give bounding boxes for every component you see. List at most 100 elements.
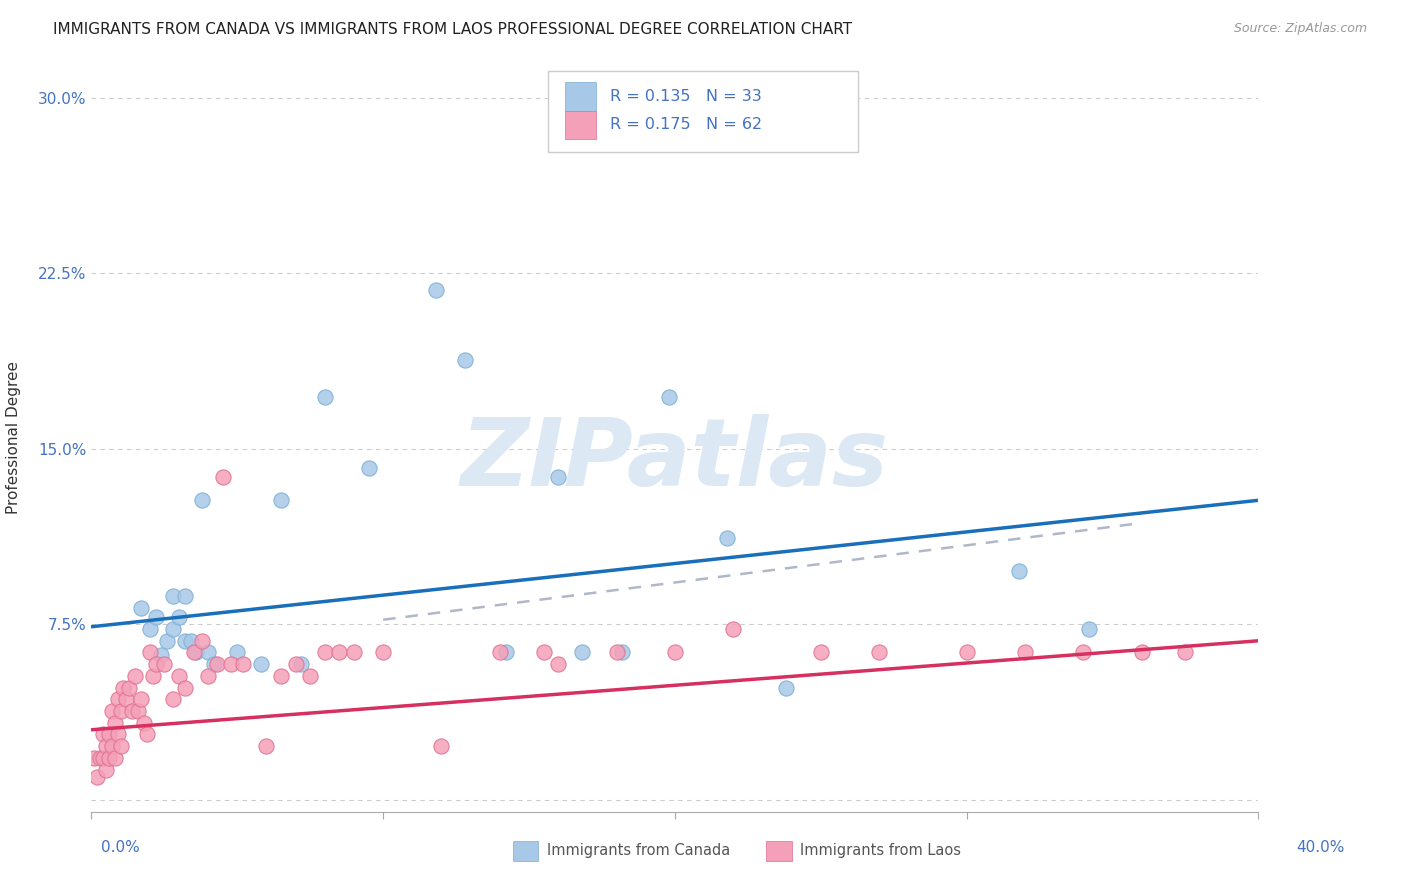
Text: ZIPatlas: ZIPatlas bbox=[461, 414, 889, 506]
Point bbox=[205, 657, 228, 672]
Point bbox=[107, 692, 129, 706]
Point bbox=[290, 657, 312, 672]
Point bbox=[547, 470, 569, 484]
Point bbox=[454, 352, 477, 367]
Point bbox=[124, 669, 146, 683]
Point bbox=[191, 633, 214, 648]
Point bbox=[94, 763, 117, 777]
Point bbox=[127, 704, 149, 718]
Point bbox=[226, 646, 249, 660]
Point bbox=[107, 727, 129, 741]
Point bbox=[547, 657, 569, 672]
Point bbox=[167, 669, 190, 683]
Point bbox=[173, 681, 195, 695]
Point bbox=[101, 739, 124, 753]
Text: R = 0.135   N = 33: R = 0.135 N = 33 bbox=[610, 89, 762, 103]
Point bbox=[810, 646, 832, 660]
Point bbox=[129, 692, 152, 706]
Point bbox=[138, 622, 162, 636]
Point bbox=[314, 390, 336, 404]
Point bbox=[94, 739, 117, 753]
Point bbox=[328, 646, 350, 660]
Point bbox=[1073, 646, 1095, 660]
Point bbox=[150, 648, 173, 662]
Point bbox=[89, 751, 111, 765]
Point bbox=[495, 646, 517, 660]
Point bbox=[183, 646, 205, 660]
Point bbox=[101, 704, 124, 718]
Point bbox=[299, 669, 322, 683]
Point bbox=[173, 633, 195, 648]
Point bbox=[145, 657, 167, 672]
Point bbox=[118, 681, 141, 695]
Point bbox=[110, 739, 132, 753]
Point bbox=[211, 470, 233, 484]
Point bbox=[97, 727, 120, 741]
Point bbox=[167, 610, 190, 624]
Point bbox=[723, 622, 745, 636]
Text: Immigrants from Canada: Immigrants from Canada bbox=[547, 844, 730, 858]
Point bbox=[1014, 646, 1036, 660]
Point bbox=[270, 493, 292, 508]
Point bbox=[956, 646, 979, 660]
Point bbox=[104, 715, 127, 730]
Text: 40.0%: 40.0% bbox=[1296, 840, 1344, 855]
Point bbox=[599, 119, 621, 133]
Point bbox=[425, 283, 447, 297]
Text: R = 0.175   N = 62: R = 0.175 N = 62 bbox=[610, 118, 762, 132]
Point bbox=[132, 715, 155, 730]
Point bbox=[104, 751, 127, 765]
Point bbox=[314, 646, 336, 660]
Point bbox=[115, 692, 138, 706]
Point bbox=[533, 646, 555, 660]
Text: IMMIGRANTS FROM CANADA VS IMMIGRANTS FROM LAOS PROFESSIONAL DEGREE CORRELATION C: IMMIGRANTS FROM CANADA VS IMMIGRANTS FRO… bbox=[53, 22, 852, 37]
Point bbox=[121, 704, 143, 718]
Point bbox=[716, 531, 738, 545]
Y-axis label: Professional Degree: Professional Degree bbox=[7, 360, 21, 514]
Point bbox=[191, 493, 214, 508]
Text: 0.0%: 0.0% bbox=[101, 840, 141, 855]
Point bbox=[571, 646, 593, 660]
Point bbox=[91, 727, 114, 741]
Point bbox=[612, 646, 634, 660]
Point bbox=[97, 751, 120, 765]
Point bbox=[162, 590, 184, 604]
Point bbox=[1130, 646, 1153, 660]
Point bbox=[202, 657, 225, 672]
Point bbox=[658, 390, 681, 404]
Point bbox=[775, 681, 797, 695]
Point bbox=[197, 669, 219, 683]
Point bbox=[1174, 646, 1197, 660]
Point bbox=[145, 610, 167, 624]
Point bbox=[357, 460, 380, 475]
Point bbox=[343, 646, 366, 660]
Point bbox=[180, 633, 202, 648]
Point bbox=[153, 657, 176, 672]
Point bbox=[249, 657, 271, 672]
Point bbox=[284, 657, 307, 672]
Point bbox=[162, 692, 184, 706]
Point bbox=[221, 657, 243, 672]
Point bbox=[489, 646, 512, 660]
Point bbox=[270, 669, 292, 683]
Point bbox=[110, 704, 132, 718]
Point bbox=[162, 622, 184, 636]
Point bbox=[430, 739, 453, 753]
Point bbox=[91, 751, 114, 765]
Point bbox=[112, 681, 135, 695]
Point bbox=[142, 669, 165, 683]
Point bbox=[605, 646, 627, 660]
Point bbox=[138, 646, 162, 660]
Point bbox=[173, 590, 195, 604]
Point bbox=[156, 633, 179, 648]
Point bbox=[1078, 622, 1101, 636]
Point bbox=[135, 727, 157, 741]
Point bbox=[186, 646, 208, 660]
Text: Immigrants from Laos: Immigrants from Laos bbox=[800, 844, 962, 858]
Text: Source: ZipAtlas.com: Source: ZipAtlas.com bbox=[1233, 22, 1367, 36]
Point bbox=[86, 770, 108, 784]
Point bbox=[197, 646, 219, 660]
Point bbox=[1008, 564, 1031, 578]
Point bbox=[83, 751, 105, 765]
Point bbox=[371, 646, 394, 660]
